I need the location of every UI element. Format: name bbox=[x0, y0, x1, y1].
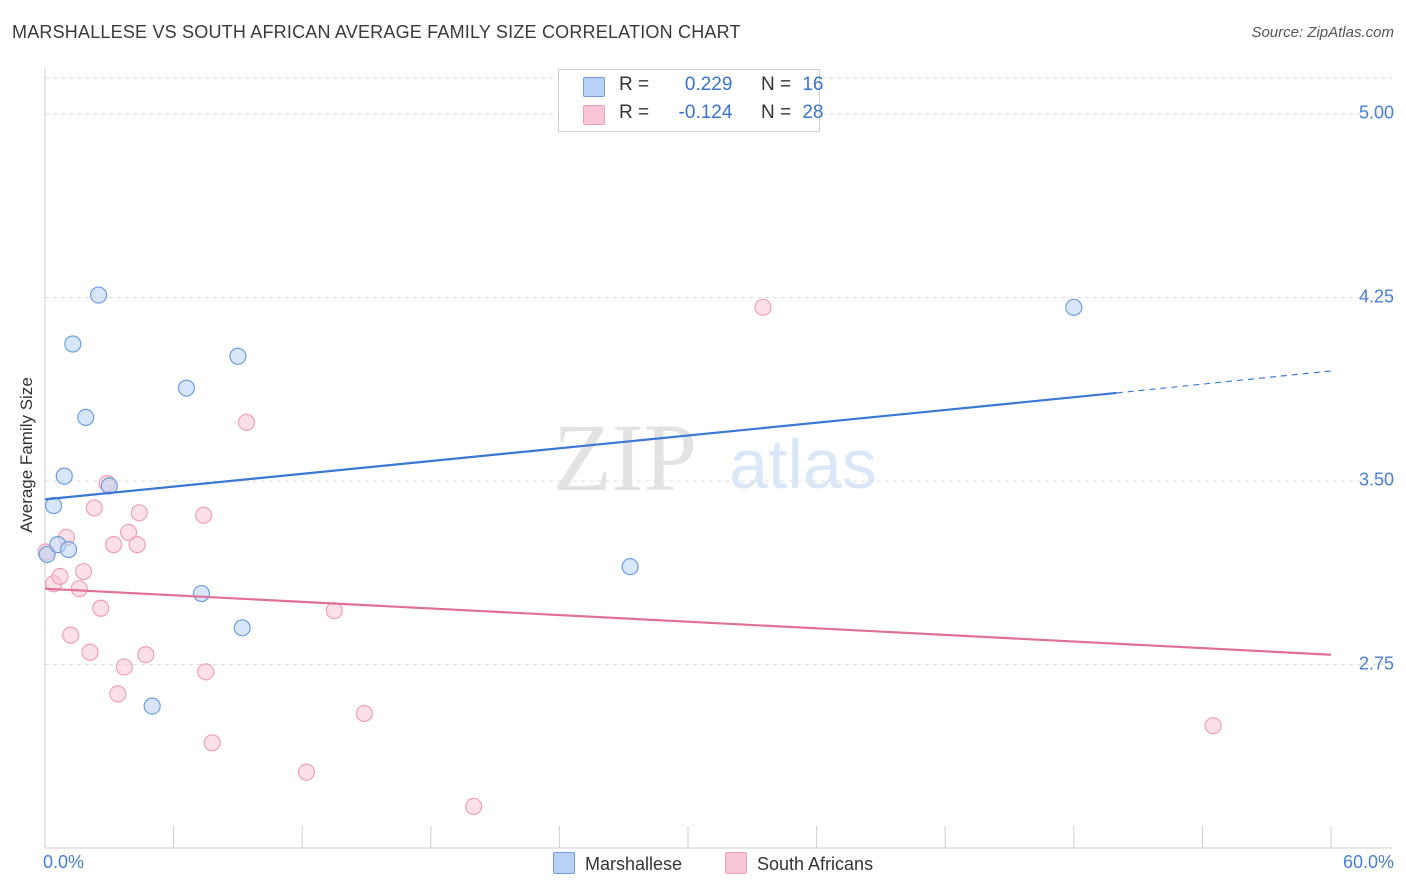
legend-item-south-africans[interactable]: South Africans bbox=[725, 852, 873, 875]
south-africans-point bbox=[85, 499, 103, 517]
south-africans-point bbox=[51, 567, 69, 586]
south-africans-point bbox=[203, 734, 221, 752]
watermark-zip: ZIP bbox=[553, 404, 697, 511]
marshallese-point bbox=[177, 379, 196, 397]
south-africans-point bbox=[128, 536, 146, 554]
south-africans-point bbox=[465, 797, 483, 816]
marshallese-point bbox=[38, 545, 56, 564]
marshallese-trend-extension bbox=[1116, 370, 1332, 394]
marshallese-point bbox=[64, 335, 82, 353]
r-label: R = bbox=[619, 74, 650, 95]
south-africans-point bbox=[1204, 717, 1222, 735]
south-africans-point bbox=[74, 562, 93, 581]
south-africans-point bbox=[355, 704, 373, 723]
legend-item-marshallese[interactable]: Marshallese bbox=[553, 852, 682, 875]
south-africans-point bbox=[754, 298, 772, 316]
x-tick-label-min: 0.0% bbox=[43, 852, 85, 872]
y-tick-label: 2.75 bbox=[1358, 653, 1394, 673]
south-africans-trend-line bbox=[44, 587, 1332, 656]
south-africans-point bbox=[62, 626, 80, 644]
marshallese-point bbox=[77, 408, 95, 427]
marshallese-point bbox=[1065, 298, 1083, 316]
marshallese-point bbox=[59, 540, 78, 559]
n-label: N = bbox=[760, 74, 792, 95]
n-value: 16 bbox=[802, 74, 824, 95]
r-value: -0.124 bbox=[678, 102, 733, 123]
marshallese-point bbox=[55, 467, 73, 485]
south-africans-point bbox=[137, 646, 155, 664]
south-africans-point bbox=[104, 536, 123, 554]
marshallese-point bbox=[143, 697, 161, 715]
marshallese-trend-line bbox=[44, 391, 1117, 501]
marshallese-point bbox=[89, 286, 108, 304]
south-africans-legend-swatch bbox=[725, 852, 747, 874]
south-africans-point bbox=[81, 643, 99, 661]
marshallese-point bbox=[621, 558, 639, 576]
marshallese-point bbox=[192, 584, 211, 603]
south-africans-point bbox=[195, 506, 213, 524]
south-africans-point bbox=[237, 413, 256, 431]
gridlines bbox=[45, 77, 1392, 666]
south-africans-point bbox=[70, 580, 88, 598]
south-africans-point bbox=[197, 663, 215, 681]
legend-label: South Africans bbox=[757, 854, 874, 874]
n-label: N = bbox=[760, 102, 792, 123]
y-axis-label: Average Family Size bbox=[17, 377, 36, 533]
n-value: 28 bbox=[802, 102, 824, 123]
marshallese-point bbox=[233, 619, 251, 637]
south-africans-point bbox=[92, 599, 110, 617]
south-africans-swatch bbox=[583, 105, 605, 125]
marshallese-legend-swatch bbox=[553, 852, 575, 874]
chart-title: MARSHALLESE VS SOUTH AFRICAN AVERAGE FAM… bbox=[12, 22, 741, 42]
marshallese-swatch bbox=[583, 77, 605, 97]
r-label: R = bbox=[619, 102, 650, 123]
south-africans-point bbox=[297, 763, 316, 781]
r-value: 0.229 bbox=[684, 74, 733, 95]
trend-lines bbox=[44, 370, 1332, 656]
south-africans-point bbox=[109, 685, 127, 703]
watermark: ZIP atlas bbox=[553, 404, 877, 511]
y-tick-label: 4.25 bbox=[1358, 286, 1394, 307]
source-label: Source: ZipAtlas.com bbox=[1251, 24, 1394, 41]
y-tick-label: 3.50 bbox=[1358, 469, 1394, 490]
axes bbox=[44, 68, 1392, 849]
x-tick-label-max: 60.0% bbox=[1342, 852, 1394, 872]
south-africans-points bbox=[37, 298, 1222, 816]
y-tick-label: 5.00 bbox=[1358, 102, 1394, 123]
south-africans-point bbox=[119, 523, 138, 541]
south-africans-point bbox=[130, 504, 148, 522]
legend-label: Marshallese bbox=[585, 854, 683, 874]
marshallese-point bbox=[229, 347, 247, 365]
watermark-atlas: atlas bbox=[729, 425, 877, 503]
marshallese-points bbox=[38, 286, 1083, 715]
stats-legend-box: R = 0.229 N = 16 R = -0.124 N = 28 bbox=[558, 69, 824, 132]
south-africans-point bbox=[115, 658, 133, 676]
south-africans-point bbox=[325, 602, 343, 620]
